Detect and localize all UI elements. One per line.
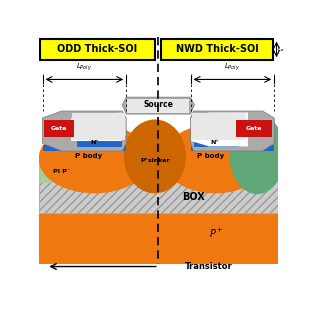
Text: N⁺: N⁺ bbox=[210, 140, 219, 145]
Bar bbox=[39, 160, 278, 183]
Bar bbox=[39, 182, 278, 213]
Text: P body: P body bbox=[75, 154, 103, 159]
Bar bbox=[192, 113, 246, 140]
Text: $P^+$: $P^+$ bbox=[210, 227, 224, 240]
Bar bbox=[40, 39, 155, 60]
Bar bbox=[191, 145, 274, 151]
Polygon shape bbox=[71, 112, 125, 141]
Text: Gate: Gate bbox=[51, 126, 67, 131]
Text: N⁺: N⁺ bbox=[90, 140, 99, 145]
Ellipse shape bbox=[163, 124, 268, 193]
Bar bbox=[236, 120, 272, 137]
Text: PI P⁻: PI P⁻ bbox=[53, 169, 70, 174]
Text: NWD Thick-SOI: NWD Thick-SOI bbox=[176, 44, 258, 54]
Text: ODD Thick-SOI: ODD Thick-SOI bbox=[57, 44, 138, 54]
Polygon shape bbox=[43, 111, 126, 151]
Text: $L_{Poly}$: $L_{Poly}$ bbox=[224, 61, 240, 73]
Text: Transistor: Transistor bbox=[185, 262, 233, 271]
Bar bbox=[72, 113, 125, 140]
Polygon shape bbox=[191, 111, 274, 151]
Bar bbox=[194, 139, 239, 147]
Bar bbox=[44, 120, 74, 137]
Bar bbox=[164, 151, 265, 167]
Bar bbox=[43, 145, 126, 151]
Ellipse shape bbox=[229, 114, 285, 194]
Polygon shape bbox=[122, 97, 194, 114]
Bar bbox=[77, 139, 122, 147]
Ellipse shape bbox=[39, 124, 150, 193]
Text: P body: P body bbox=[197, 154, 224, 159]
Polygon shape bbox=[191, 112, 248, 146]
Text: $L_{Poly}$: $L_{Poly}$ bbox=[76, 61, 92, 73]
Text: Source: Source bbox=[143, 100, 173, 109]
Text: BOX: BOX bbox=[182, 192, 205, 202]
Bar bbox=[43, 151, 151, 167]
Bar bbox=[39, 214, 278, 264]
Ellipse shape bbox=[124, 120, 186, 193]
Bar bbox=[161, 39, 273, 60]
Text: P⁺sinker: P⁺sinker bbox=[140, 158, 170, 163]
Text: $L_a$: $L_a$ bbox=[277, 45, 285, 54]
Bar bbox=[127, 99, 189, 112]
Text: Gate: Gate bbox=[246, 126, 262, 131]
